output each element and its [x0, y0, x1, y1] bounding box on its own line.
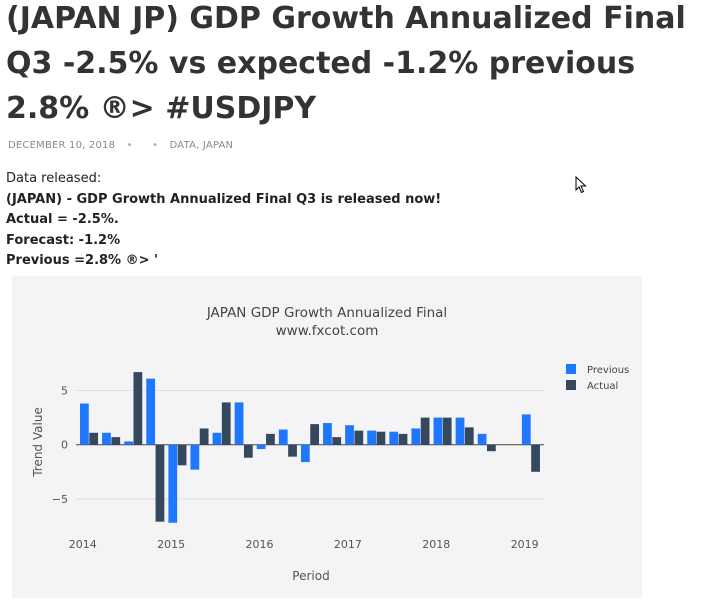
x-tick-label: 2014	[69, 538, 97, 551]
actual-bar	[376, 431, 386, 445]
previous-bar	[433, 417, 443, 445]
previous-bar	[256, 444, 266, 450]
actual-bar	[155, 444, 165, 522]
previous-line: Previous =2.8% ®> '	[6, 253, 159, 268]
headline-line: (JAPAN) - GDP Growth Annualized Final Q3…	[6, 191, 442, 207]
previous-bar	[323, 423, 332, 445]
intro-line: Data released:	[6, 171, 102, 186]
x-tick-label: 2018	[422, 538, 450, 551]
actual-bar	[266, 433, 275, 445]
article-body: Data released: (JAPAN) - GDP Growth Annu…	[6, 169, 441, 272]
actual-bar	[442, 417, 452, 445]
actual-bar	[354, 430, 364, 445]
actual-bar	[221, 402, 231, 445]
actual-bar	[332, 437, 342, 445]
legend-label-previous: Previous	[587, 365, 629, 376]
actual-bar	[486, 444, 496, 452]
meta-separator: •	[126, 140, 133, 151]
actual-bar	[199, 428, 209, 445]
actual-bar	[177, 444, 187, 466]
actual-line: Actual = -2.5%.	[6, 212, 119, 227]
legend-swatch-actual	[566, 380, 576, 390]
actual-bar	[89, 432, 99, 445]
chart-subtitle: www.fxcot.com	[276, 323, 379, 339]
chart-legend[interactable]: Previous Actual	[566, 364, 629, 392]
legend-swatch-previous	[566, 364, 576, 374]
x-tick-label: 2019	[511, 538, 539, 551]
previous-bar	[345, 425, 354, 445]
previous-bar	[102, 432, 111, 445]
gdp-chart: JAPAN GDP Growth Annualized Final www.fx…	[31, 305, 629, 583]
previous-bar	[455, 417, 465, 445]
meta-separator: •	[152, 140, 159, 151]
mouse-pointer-icon	[575, 176, 587, 194]
y-tick-label: 5	[61, 385, 68, 398]
actual-bar	[133, 372, 143, 445]
bars-group	[80, 372, 540, 523]
y-tick-label: −5	[52, 493, 68, 506]
previous-bar	[146, 378, 156, 445]
previous-bar	[411, 428, 421, 445]
previous-bar	[300, 444, 310, 463]
actual-bar	[111, 437, 121, 445]
article-meta: DECEMBER 10, 2018 • • DATA, JAPAN	[8, 140, 233, 151]
x-tick-labels: 2014 2015 2016 2017 2018 2019	[69, 538, 539, 551]
actual-bar	[420, 417, 430, 445]
legend-label-actual: Actual	[587, 381, 618, 392]
previous-bar	[190, 444, 200, 470]
previous-bar	[278, 429, 288, 445]
y-axis-label: Trend Value	[31, 407, 45, 478]
actual-bar	[310, 424, 320, 445]
previous-bar	[389, 431, 399, 445]
previous-bar	[477, 433, 487, 445]
forecast-line: Forecast: -1.2%	[6, 232, 121, 248]
actual-bar	[243, 444, 253, 458]
actual-bar	[398, 433, 408, 445]
previous-bar	[367, 430, 377, 445]
article-date[interactable]: DECEMBER 10, 2018	[8, 140, 116, 151]
article-title: (JAPAN JP) GDP Growth Annualized Final Q…	[6, 1, 686, 126]
actual-bar	[531, 444, 540, 472]
previous-bar	[80, 403, 89, 445]
previous-bar	[521, 414, 531, 445]
x-tick-label: 2015	[157, 538, 185, 551]
actual-bar	[288, 444, 297, 457]
previous-bar	[168, 444, 178, 523]
article-categories[interactable]: DATA, JAPAN	[169, 140, 234, 151]
previous-bar	[124, 441, 133, 445]
x-axis-label: Period	[292, 569, 329, 583]
previous-bar	[234, 402, 244, 445]
plot-area	[76, 358, 544, 526]
x-tick-label: 2016	[246, 538, 274, 551]
x-tick-label: 2017	[334, 538, 362, 551]
y-tick-label: 0	[61, 439, 68, 452]
y-tick-labels: 5 0 −5	[52, 385, 68, 506]
actual-bar	[464, 427, 474, 445]
chart-title: JAPAN GDP Growth Annualized Final	[206, 305, 447, 321]
previous-bar	[212, 432, 222, 445]
chart-container: JAPAN GDP Growth Annualized Final www.fx…	[12, 276, 642, 598]
